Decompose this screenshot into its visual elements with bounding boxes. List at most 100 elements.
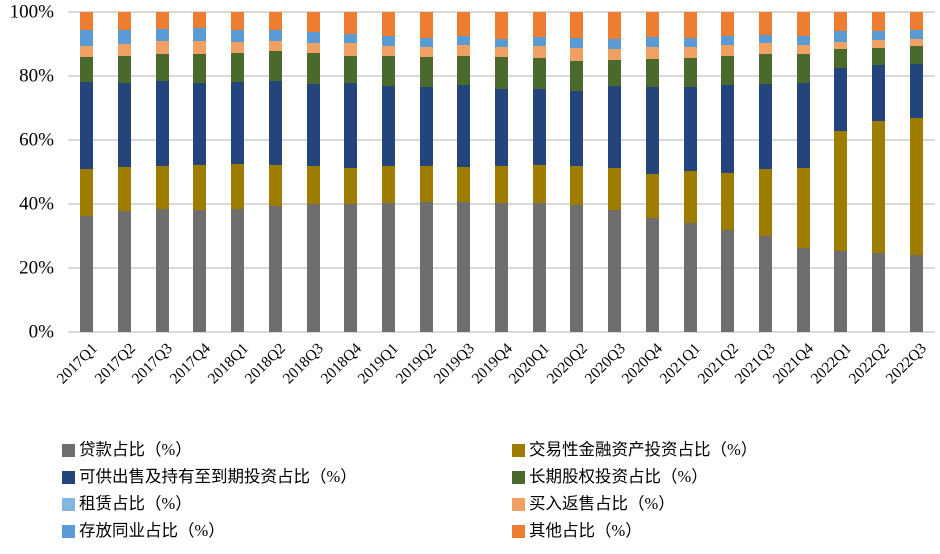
bar-segment [457,85,471,167]
bar-slot [68,12,106,332]
bar-segment [909,39,923,47]
bar-segment [570,60,584,92]
bar-segment [231,12,245,31]
x-tick-label: 2022Q1 [807,340,855,388]
bar-slot [520,12,558,332]
legend-swatch-icon [62,443,75,457]
bar-segment [118,166,132,212]
bar-segment [381,202,395,332]
bar-segment [721,12,735,36]
y-tick-label: 100% [9,1,54,23]
bar-segment [608,209,622,332]
bar-segment [193,12,207,29]
x-tick-label: 2019Q1 [355,340,403,388]
bar-segment [344,167,358,204]
bar-2019Q4 [495,12,509,332]
bar-segment [231,164,245,209]
bar-segment [457,55,471,86]
y-tick-label: 0% [28,321,54,343]
bar-segment [608,85,622,169]
bar-segment [796,83,810,168]
bar-2020Q3 [608,12,622,332]
bar-segment [683,46,697,58]
bar-2017Q3 [155,12,169,332]
legend-swatch-icon [62,524,75,538]
bar-segment [457,35,471,45]
x-tick-label: 2018Q4 [317,340,365,388]
bar-segment [155,81,169,166]
legend-label: 可供出售及持有至到期投资占比（%） [79,467,357,486]
legend-label: 交易性金融资产投资占比（%） [529,440,758,459]
bar-slot [257,12,295,332]
bar-segment [193,41,207,54]
y-gridline [68,331,935,333]
bar-segment [155,29,169,42]
plot-area [68,11,935,333]
bar-slot [747,12,785,332]
legend-label: 其他占比（%） [529,521,642,540]
bar-segment [80,168,94,216]
bar-segment [268,12,282,31]
bar-segment [155,165,169,210]
bars-container [68,12,935,332]
bar-segment [532,45,546,58]
bar-2018Q4 [344,12,358,332]
bar-segment [796,12,810,36]
legend-swatch-icon [512,497,525,511]
bar-2018Q2 [268,12,282,332]
bar-segment [80,30,94,47]
bar-segment [532,202,546,332]
bar-segment [80,12,94,31]
bar-segment [495,165,509,203]
bar-2019Q3 [457,12,471,332]
bar-segment [759,53,772,85]
bar-segment [645,12,659,38]
bar-segment [645,86,659,174]
bar-segment [796,53,810,84]
y-axis: 0% 20% 40% 60% 80% 100% [0,3,58,342]
bar-segment [344,42,358,56]
bar-2021Q4 [796,12,810,332]
bar-segment [268,30,282,41]
bar-segment [344,34,358,43]
bar-segment [872,252,886,332]
bar-segment [306,43,320,53]
bar-segment [683,86,697,172]
x-tick-label: 2017Q3 [128,340,177,388]
bar-segment [80,56,94,83]
bar-segment [909,63,923,118]
legend-item: 可供出售及持有至到期投资占比（%） [62,468,512,486]
bar-slot [596,12,634,332]
bar-segment [193,28,207,42]
bar-2018Q1 [231,12,245,332]
bar-segment [759,236,772,332]
legend-item: 租赁占比（%） [62,495,512,513]
legend-label: 存放同业占比（%） [79,521,225,540]
bar-segment [909,117,923,255]
bar-segment [721,85,735,174]
bar-2019Q1 [381,12,395,332]
bar-slot [784,12,822,332]
bar-segment [834,49,848,69]
bar-segment [306,31,320,44]
bar-segment [834,41,848,50]
bar-2021Q3 [759,12,772,332]
bar-slot [558,12,596,332]
x-tick-label: 2021Q3 [732,340,780,388]
bar-segment [381,85,395,167]
bar-segment [419,165,433,203]
bar-segment [306,165,320,205]
bar-segment [608,168,622,210]
bar-segment [834,31,848,42]
bar-segment [570,165,584,205]
legend-item: 买入返售占比（%） [512,495,928,513]
bar-segment [344,82,358,168]
legend-swatch-icon [62,470,75,484]
bar-segment [381,45,395,57]
bar-segment [872,12,886,31]
bar-segment [495,202,509,332]
bar-segment [796,44,810,54]
bar-2017Q4 [193,12,207,332]
x-tick-label: 2018Q3 [279,340,328,388]
